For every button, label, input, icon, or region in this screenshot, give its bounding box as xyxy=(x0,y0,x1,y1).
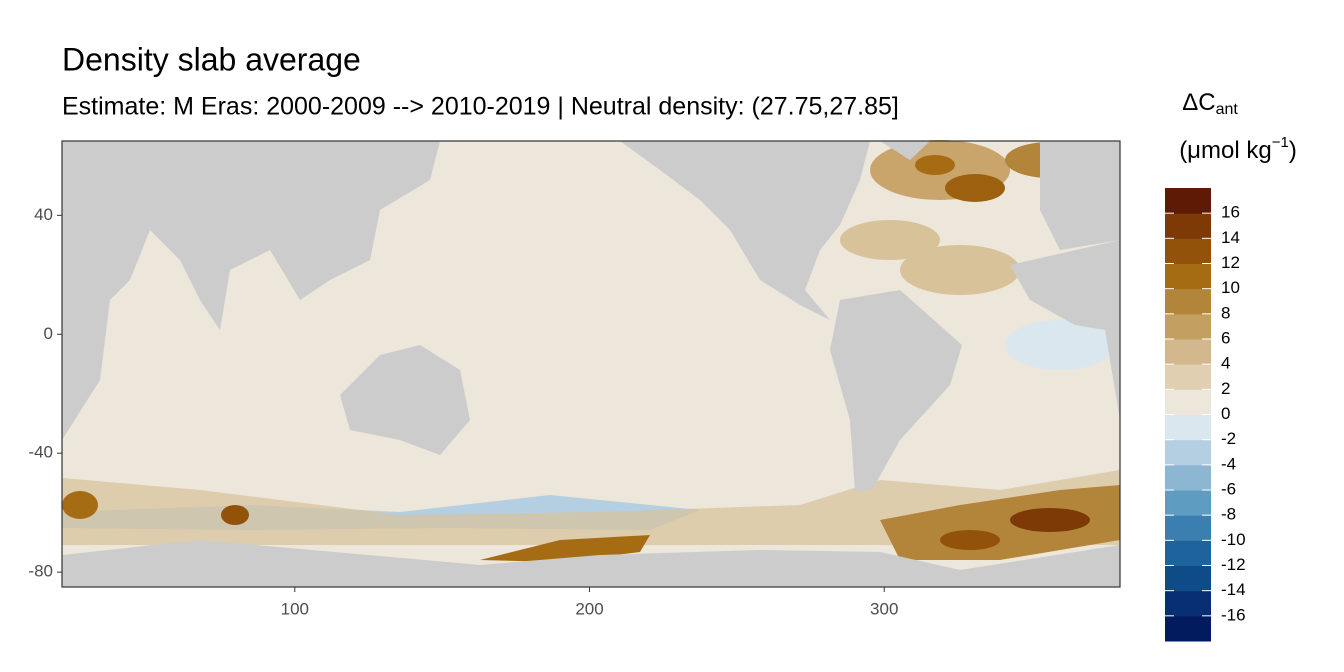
legend-unit-exponent: −1 xyxy=(1272,134,1289,151)
legend-tick-label: 0 xyxy=(1221,404,1230,423)
legend-band xyxy=(1165,464,1211,491)
legend-tick-label: 12 xyxy=(1221,253,1240,272)
y-tick-label: 0 xyxy=(44,324,53,343)
legend-tick-label: -6 xyxy=(1221,479,1236,498)
chart-subtitle: Estimate: M Eras: 2000-2009 --> 2010-201… xyxy=(62,93,899,121)
land xyxy=(1040,141,1120,250)
land xyxy=(62,540,1120,587)
legend-band xyxy=(1165,439,1211,466)
legend-unit-text: (μmol kg xyxy=(1179,137,1272,164)
legend-band xyxy=(1165,238,1211,264)
legend-unit: (μmol kg−1) xyxy=(1179,134,1297,164)
land xyxy=(62,141,1120,587)
legend-tick-label: 2 xyxy=(1221,379,1230,398)
legend-band xyxy=(1165,339,1211,365)
legend-tick-label: -12 xyxy=(1221,555,1246,574)
anomaly-patch xyxy=(221,505,249,525)
legend-unit-close: ) xyxy=(1289,137,1297,164)
legend-band xyxy=(1165,313,1211,340)
x-tick-label: 300 xyxy=(870,599,898,618)
land xyxy=(880,141,930,160)
legend-band xyxy=(1165,565,1211,592)
land xyxy=(620,141,870,320)
legend-title: ΔCant xyxy=(1182,89,1238,118)
x-tick-label: 200 xyxy=(575,599,603,618)
legend-band xyxy=(1165,188,1211,214)
anomaly-patch xyxy=(915,155,955,175)
y-tick-label: -80 xyxy=(28,562,53,581)
legend-tick-label: 8 xyxy=(1221,303,1230,322)
legend-tick-label: -2 xyxy=(1221,429,1236,448)
anomaly-patch xyxy=(1005,320,1115,370)
land xyxy=(830,290,962,492)
y-tick-label: 40 xyxy=(34,205,53,224)
legend-tick-label: -14 xyxy=(1221,580,1246,599)
legend-band xyxy=(1165,590,1211,617)
legend-band xyxy=(1165,213,1211,239)
legend-band xyxy=(1165,288,1211,315)
anomaly-patch xyxy=(1010,508,1090,532)
x-tick-label: 100 xyxy=(281,599,309,618)
legend-tick-label: 4 xyxy=(1221,354,1230,373)
legend-tick-label: -4 xyxy=(1221,454,1236,473)
panel-border xyxy=(61,140,1121,588)
legend-band xyxy=(1165,389,1211,415)
legend-tick-label: 10 xyxy=(1221,278,1240,297)
chart-title: Density slab average xyxy=(62,41,361,77)
legend-tick-label: -8 xyxy=(1221,505,1236,524)
anomaly-patch xyxy=(840,220,940,260)
legend-tick-label: 6 xyxy=(1221,328,1230,347)
legend-band xyxy=(1165,364,1211,390)
y-tick-label: -40 xyxy=(28,443,53,462)
anomaly-patch xyxy=(945,174,1005,202)
legend-band xyxy=(1165,540,1211,566)
map xyxy=(62,140,1120,587)
legend-band xyxy=(1165,615,1211,642)
legend-tick-label: -16 xyxy=(1221,605,1246,624)
land xyxy=(62,141,440,440)
legend-tick-label: -10 xyxy=(1221,530,1246,549)
legend-band xyxy=(1165,515,1211,541)
land xyxy=(1010,240,1120,420)
anomaly-patch xyxy=(940,530,1000,550)
legend-tick-label: 16 xyxy=(1221,203,1240,222)
legend-title-main: ΔC xyxy=(1182,89,1215,116)
anomaly-patch xyxy=(900,245,1020,295)
land xyxy=(340,345,470,455)
legend-band xyxy=(1165,263,1211,290)
legend-band xyxy=(1165,414,1211,441)
anomaly-patch xyxy=(880,485,1120,560)
anomaly-patch xyxy=(62,491,98,519)
legend-band xyxy=(1165,490,1211,516)
legend-tick-label: 14 xyxy=(1221,228,1240,247)
legend-title-subscript: ant xyxy=(1216,101,1239,118)
